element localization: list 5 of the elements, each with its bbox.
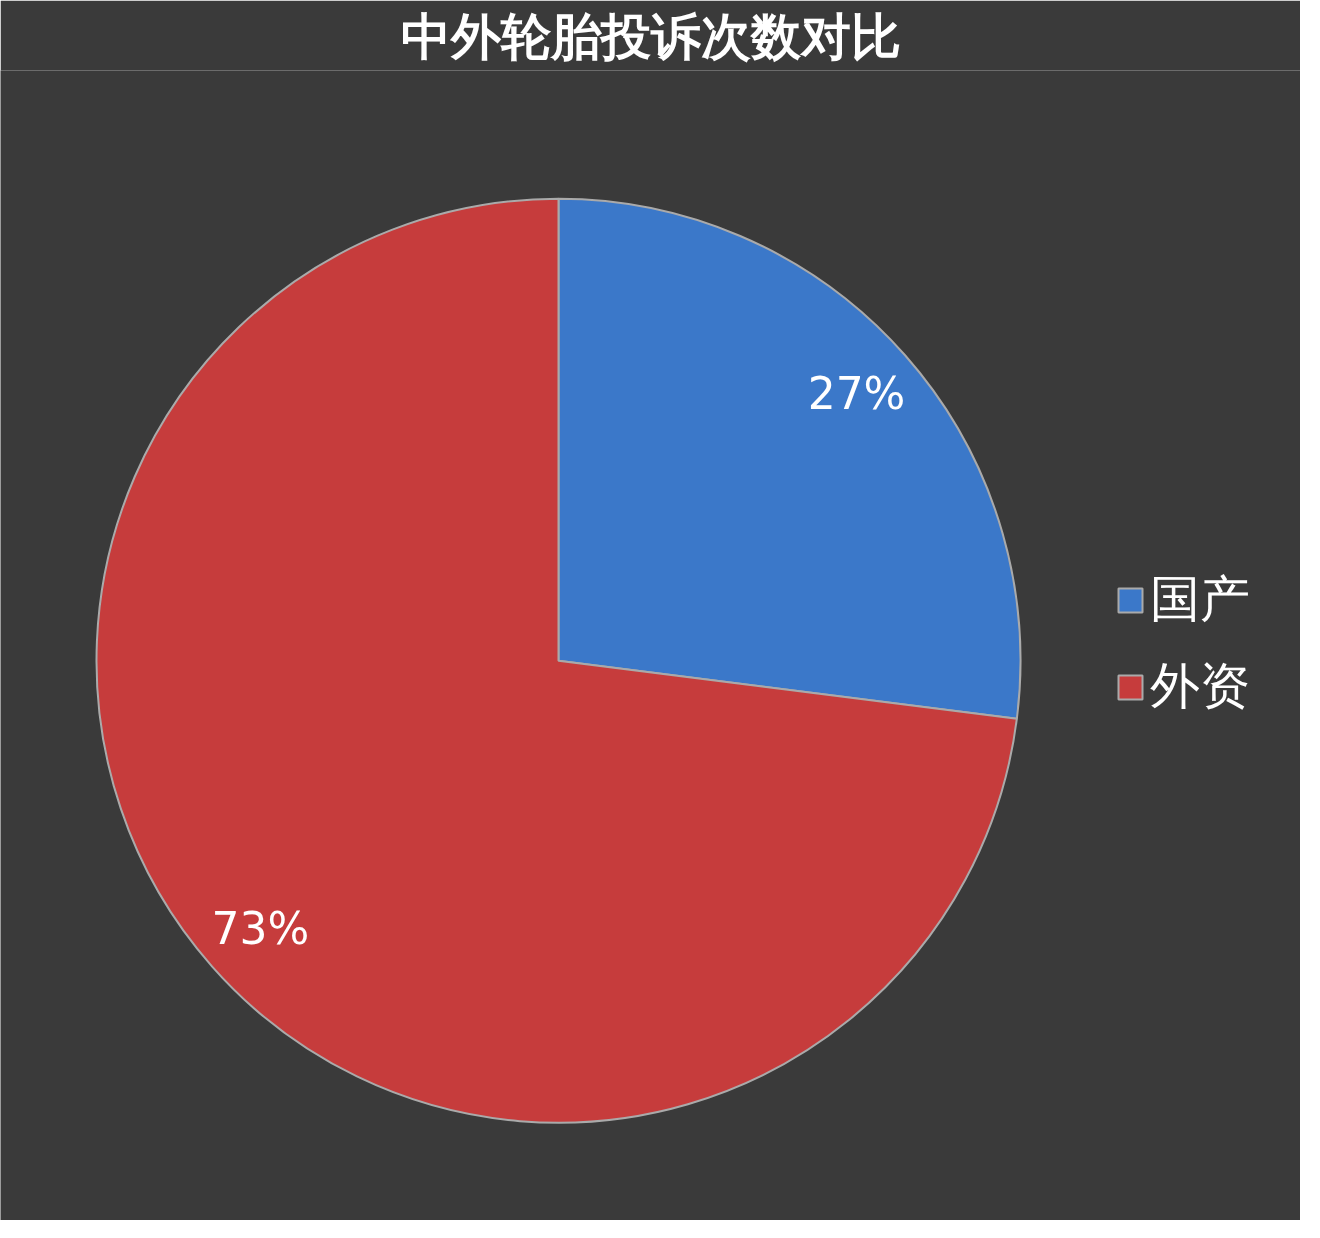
data-label: 73% xyxy=(211,902,310,954)
legend-label: 国产 xyxy=(1150,569,1250,630)
data-label: 27% xyxy=(807,367,906,419)
chart-title: 中外轮胎投诉次数对比 xyxy=(400,7,901,66)
legend-label: 外资 xyxy=(1150,656,1250,717)
